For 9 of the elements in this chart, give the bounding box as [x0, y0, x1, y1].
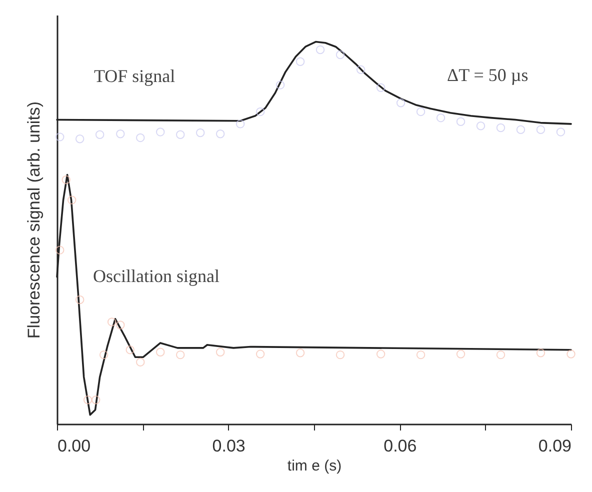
series-label: TOF signal: [94, 66, 176, 86]
x-tick-label: 0.09: [538, 436, 572, 456]
x-tick-label: 0.06: [384, 436, 417, 456]
annotation: ΔT = 50 µs: [447, 65, 528, 85]
series-label: Oscillation signal: [93, 266, 220, 286]
x-tick-label: 0.03: [212, 436, 246, 456]
x-tick-label: 0.00: [58, 436, 91, 456]
x-axis-title: tim e (s): [287, 458, 342, 474]
y-axis-title: Fluorescence signal (arb. units): [24, 101, 44, 339]
